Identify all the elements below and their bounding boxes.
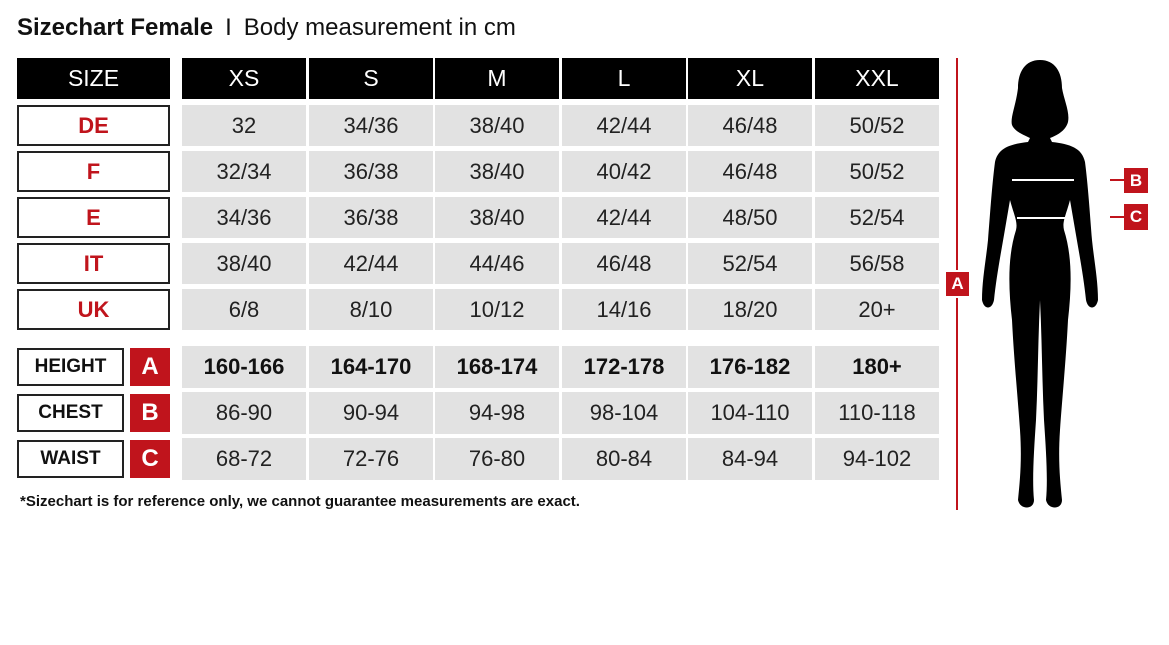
- measurement-label: WAIST: [17, 440, 124, 478]
- measurement-label: HEIGHT: [17, 348, 124, 386]
- page-title: Sizechart Female I Body measurement in cm: [17, 14, 516, 42]
- size-column-header: L: [562, 58, 686, 99]
- measurement-cell: 180+: [815, 346, 939, 388]
- measurement-cell: 72-76: [309, 438, 433, 480]
- size-cell: 52/54: [815, 197, 939, 238]
- measurement-letter-badge: A: [130, 348, 170, 386]
- title-separator: I: [225, 14, 232, 41]
- height-marker: A: [946, 272, 969, 296]
- measurement-cell: 160-166: [182, 346, 306, 388]
- title-bold: Sizechart Female: [17, 14, 214, 41]
- measurement-cell: 76-80: [435, 438, 559, 480]
- title-subtitle: Body measurement in cm: [243, 14, 516, 41]
- size-system-label: E: [17, 197, 170, 238]
- size-cell: 56/58: [815, 243, 939, 284]
- size-cell: 46/48: [688, 151, 812, 192]
- measurement-label: CHEST: [17, 394, 124, 432]
- size-cell: 48/50: [688, 197, 812, 238]
- size-column-header: S: [309, 58, 433, 99]
- size-cell: 20+: [815, 289, 939, 330]
- size-cell: 18/20: [688, 289, 812, 330]
- chest-marker: B: [1124, 168, 1148, 193]
- size-cell: 42/44: [309, 243, 433, 284]
- size-cell: 40/42: [562, 151, 686, 192]
- size-system-label: DE: [17, 105, 170, 146]
- size-cell: 8/10: [309, 289, 433, 330]
- measurement-letter-badge: B: [130, 394, 170, 432]
- size-cell: 38/40: [435, 105, 559, 146]
- size-cell: 38/40: [182, 243, 306, 284]
- size-cell: 32: [182, 105, 306, 146]
- size-cell: 36/38: [309, 151, 433, 192]
- measurement-cell: 94-102: [815, 438, 939, 480]
- measurement-cell: 168-174: [435, 346, 559, 388]
- female-silhouette-icon: [982, 60, 1098, 508]
- size-cell: 50/52: [815, 105, 939, 146]
- size-cell: 32/34: [182, 151, 306, 192]
- size-cell: 38/40: [435, 151, 559, 192]
- size-column-header: M: [435, 58, 559, 99]
- measurement-cell: 86-90: [182, 392, 306, 434]
- size-cell: 42/44: [562, 105, 686, 146]
- measurement-cell: 172-178: [562, 346, 686, 388]
- size-system-label: UK: [17, 289, 170, 330]
- size-cell: 34/36: [182, 197, 306, 238]
- waist-marker: C: [1124, 204, 1148, 230]
- measurement-cell: 68-72: [182, 438, 306, 480]
- measurement-letter-badge: C: [130, 440, 170, 478]
- measurement-cell: 164-170: [309, 346, 433, 388]
- size-column-header: XXL: [815, 58, 939, 99]
- size-cell: 44/46: [435, 243, 559, 284]
- size-cell: 6/8: [182, 289, 306, 330]
- measurement-cell: 90-94: [309, 392, 433, 434]
- size-cell: 14/16: [562, 289, 686, 330]
- size-cell: 52/54: [688, 243, 812, 284]
- footnote: *Sizechart is for reference only, we can…: [20, 493, 580, 510]
- measurement-cell: 104-110: [688, 392, 812, 434]
- size-header: SIZE: [17, 58, 170, 99]
- measurement-cell: 110-118: [815, 392, 939, 434]
- size-system-label: F: [17, 151, 170, 192]
- size-cell: 50/52: [815, 151, 939, 192]
- size-cell: 34/36: [309, 105, 433, 146]
- measurement-cell: 98-104: [562, 392, 686, 434]
- measurement-cell: 94-98: [435, 392, 559, 434]
- size-cell: 46/48: [688, 105, 812, 146]
- size-cell: 36/38: [309, 197, 433, 238]
- size-cell: 38/40: [435, 197, 559, 238]
- size-cell: 10/12: [435, 289, 559, 330]
- size-cell: 46/48: [562, 243, 686, 284]
- measurement-cell: 176-182: [688, 346, 812, 388]
- size-column-header: XS: [182, 58, 306, 99]
- measurement-cell: 84-94: [688, 438, 812, 480]
- size-column-header: XL: [688, 58, 812, 99]
- measurement-cell: 80-84: [562, 438, 686, 480]
- size-cell: 42/44: [562, 197, 686, 238]
- size-system-label: IT: [17, 243, 170, 284]
